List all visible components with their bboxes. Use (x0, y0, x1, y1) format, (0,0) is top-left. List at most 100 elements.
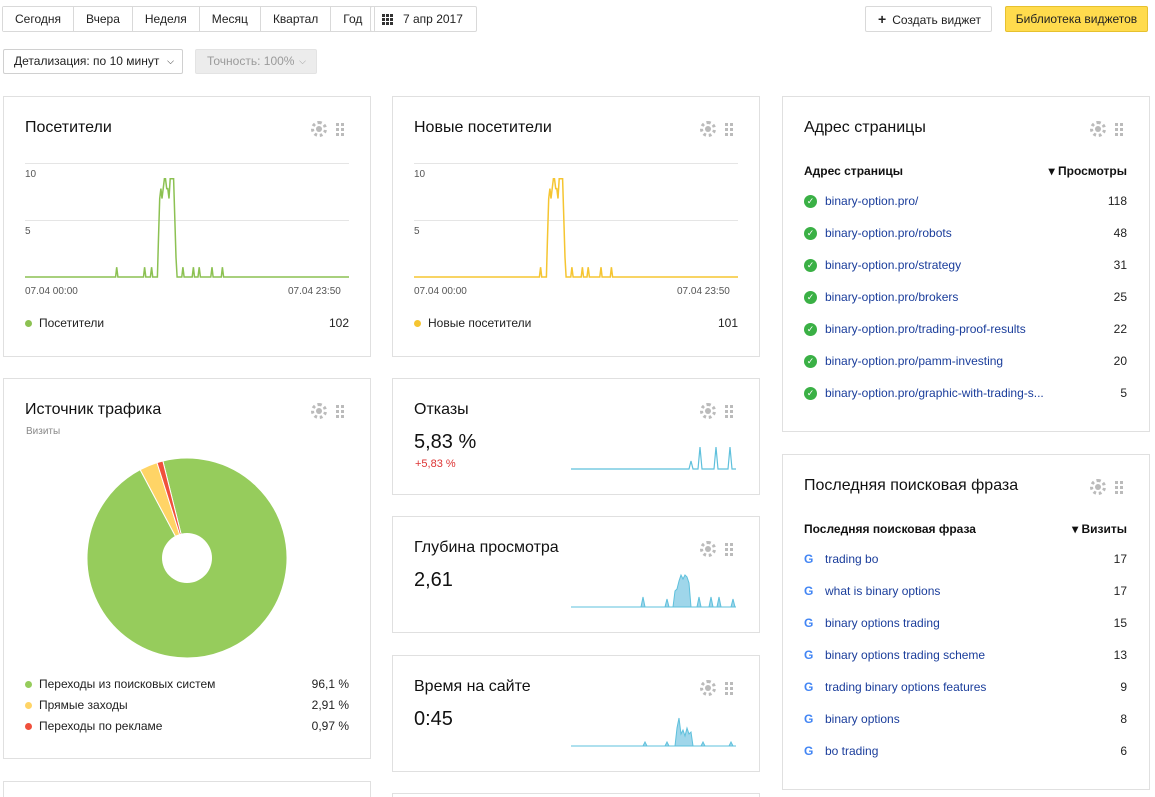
legend-label: Переходы из поисковых систем (39, 677, 216, 691)
widget-controls (311, 403, 344, 419)
gridline (25, 163, 349, 164)
drag-handle-icon[interactable] (1115, 122, 1123, 136)
search-phrase-link[interactable]: bo trading (825, 744, 879, 758)
row-value: 8 (1120, 712, 1127, 726)
search-phrase-link[interactable]: binary options (825, 712, 900, 726)
time-on-site-widget: Время на сайте 0:45 (392, 655, 760, 772)
widget-library-button[interactable]: Библиотека виджетов (1005, 6, 1148, 32)
widget-controls (700, 541, 733, 557)
drag-handle-icon[interactable] (725, 404, 733, 418)
legend-label: Новые посетители (428, 316, 532, 330)
page-url-link[interactable]: binary-option.pro/graphic-with-trading-s… (825, 386, 1044, 400)
legend-value: 96,1 % (311, 677, 349, 691)
drag-handle-icon[interactable] (725, 122, 733, 136)
page-url-link[interactable]: binary-option.pro/ (825, 194, 919, 208)
row-value: 20 (1113, 354, 1127, 368)
period-button[interactable]: Месяц (199, 7, 261, 31)
drag-handle-icon[interactable] (336, 404, 344, 418)
gear-icon[interactable] (700, 680, 716, 696)
legend-value: 102 (328, 316, 349, 330)
legend-label: Прямые заходы (39, 698, 128, 712)
check-icon: ✓ (804, 354, 817, 368)
page-url-link[interactable]: binary-option.pro/pamm-investing (825, 354, 1004, 368)
period-button[interactable]: Неделя (132, 7, 200, 31)
gridline (414, 163, 738, 164)
check-icon: ✓ (804, 226, 817, 240)
accuracy-label: Точность: 100% (207, 54, 295, 68)
legend-dot (25, 701, 32, 709)
widget-title: Адрес страницы (804, 119, 926, 136)
row-value: 22 (1113, 322, 1127, 336)
chevron-down-icon: ⌵ (299, 56, 306, 66)
page-url-link[interactable]: binary-option.pro/strategy (825, 258, 962, 272)
table-row: ✓ binary-option.pro/trading-proof-results… (804, 319, 1127, 339)
pie-slice (156, 460, 188, 559)
accuracy-select[interactable]: Точность: 100% ⌵ (195, 49, 317, 74)
legend-dot (25, 722, 32, 730)
widget-title: Отказы (414, 401, 469, 418)
check-icon: ✓ (804, 258, 817, 272)
gear-icon[interactable] (700, 541, 716, 557)
donut-hole (162, 533, 212, 583)
y-tick: 10 (25, 169, 37, 180)
search-phrase-link[interactable]: trading bo (825, 552, 879, 566)
period-button[interactable]: Квартал (260, 7, 332, 31)
widget-controls (700, 680, 733, 696)
check-icon: ✓ (804, 386, 817, 400)
legend-item: Новые посетители (414, 316, 531, 330)
gear-icon[interactable] (1090, 479, 1106, 495)
create-widget-label: Создать виджет (892, 13, 982, 27)
drag-handle-icon[interactable] (725, 681, 733, 695)
google-icon: G (804, 648, 814, 662)
widget-controls (1090, 479, 1123, 495)
legend-label: Посетители (39, 316, 105, 330)
period-button[interactable]: Вчера (74, 7, 133, 31)
period-button[interactable]: Год (331, 7, 375, 31)
row-value: 48 (1113, 226, 1127, 240)
gear-icon[interactable] (311, 121, 327, 137)
gear-icon[interactable] (700, 403, 716, 419)
date-picker-button[interactable]: 7 апр 2017 (370, 6, 477, 32)
gear-icon[interactable] (700, 121, 716, 137)
search-phrase-link[interactable]: binary options trading (825, 616, 940, 630)
search-phrase-link[interactable]: trading binary options features (825, 680, 987, 694)
create-widget-button[interactable]: + Создать виджет (865, 6, 992, 32)
gear-icon[interactable] (311, 403, 327, 419)
page-url-link[interactable]: binary-option.pro/brokers (825, 290, 959, 304)
drag-handle-icon[interactable] (1115, 480, 1123, 494)
drag-handle-icon[interactable] (725, 542, 733, 556)
page-url-link[interactable]: binary-option.pro/trading-proof-results (825, 322, 1026, 336)
drag-handle-icon[interactable] (336, 122, 344, 136)
search-phrase-link[interactable]: binary options trading scheme (825, 648, 986, 662)
bounces-sparkline (571, 446, 736, 470)
visitors-line-chart (25, 178, 349, 278)
plus-icon: + (878, 11, 887, 27)
check-icon: ✓ (804, 322, 817, 336)
search-phrase-link[interactable]: what is binary options (825, 584, 941, 598)
table-row: ✓ binary-option.pro/118 (804, 191, 1127, 211)
column-header-metric[interactable]: ▾ Просмотры (1048, 164, 1127, 178)
bounces-widget: Отказы 5,83 % +5,83 % (392, 378, 760, 495)
legend-item: Посетители (25, 316, 104, 330)
depth-sparkline (571, 573, 736, 608)
series-line (25, 178, 349, 278)
traffic-pie-chart (86, 457, 288, 659)
widget-controls (700, 403, 733, 419)
row-value: 25 (1113, 290, 1127, 304)
google-icon: G (804, 552, 814, 566)
row-value: 118 (1107, 194, 1127, 208)
widget-title: Посетители (25, 119, 112, 136)
gear-icon[interactable] (1090, 121, 1106, 137)
detail-select[interactable]: Детализация: по 10 минут ⌵ (3, 49, 183, 74)
period-button[interactable]: Сегодня (3, 7, 74, 31)
check-icon: ✓ (804, 194, 817, 208)
page-url-link[interactable]: binary-option.pro/robots (825, 226, 952, 240)
widget-title: Новые посетители (414, 119, 552, 136)
column-header-metric[interactable]: ▾ Визиты (1072, 522, 1127, 536)
metric-value: 5,83 % (414, 431, 477, 453)
widget-controls (311, 121, 344, 137)
legend-value: 101 (717, 316, 738, 330)
google-icon: G (804, 616, 814, 630)
